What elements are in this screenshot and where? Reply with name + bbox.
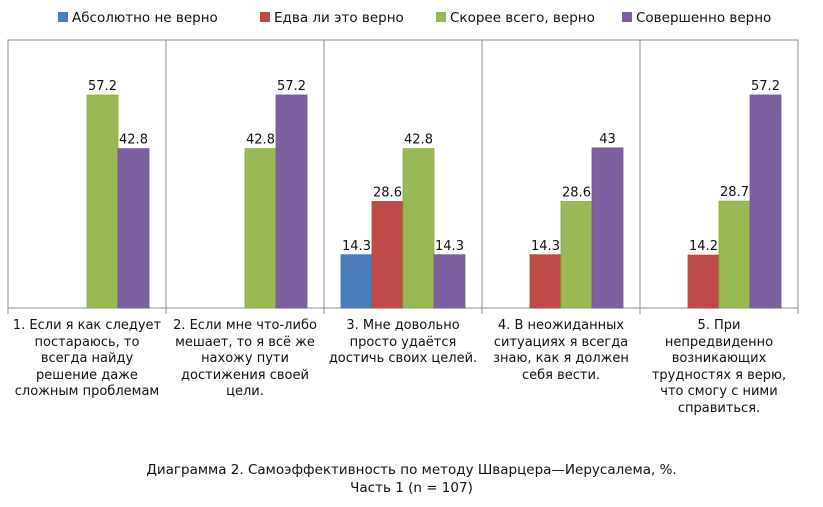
category-label-3: 3. Мне довольно просто удаётся достичь с… (328, 318, 478, 366)
chart-subtitle: Часть 1 (n = 107) (350, 480, 473, 496)
bar (560, 201, 593, 309)
legend-item: Абсолютно не верно (58, 10, 218, 26)
bar (402, 148, 435, 309)
chart-title: Диаграмма 2. Самоэффективность по методу… (146, 462, 677, 478)
bar (371, 201, 404, 309)
legend-swatch (58, 12, 68, 22)
legend-label: Скорее всего, верно (450, 10, 595, 26)
legend-item: Едва ли это верно (260, 10, 404, 26)
legend-label: Абсолютно не верно (72, 10, 218, 26)
bar-value-label: 14.3 (342, 239, 371, 254)
bar (433, 254, 466, 309)
category-label-4: 4. В неожиданных ситуациях я всегда знаю… (493, 318, 629, 383)
chart-caption: Диаграмма 2. Самоэффективность по методу… (0, 461, 823, 497)
bar-value-label: 42.8 (246, 133, 275, 148)
bar-value-label: 14.3 (435, 239, 464, 254)
bar-chart: Абсолютно не верно Едва ли это верно Скоре… (7, 10, 799, 314)
bar-value-label: 28.6 (373, 186, 402, 201)
bar-value-label: 57.2 (277, 79, 306, 94)
bar (687, 254, 720, 309)
bar-value-label: 14.3 (531, 239, 560, 254)
bar-value-label: 57.2 (751, 79, 780, 94)
bar-value-label: 42.8 (119, 133, 148, 148)
bars (86, 94, 782, 309)
legend-swatch (260, 12, 270, 22)
bar (275, 94, 308, 309)
legend-label: Едва ли это верно (274, 10, 404, 26)
bar-value-label: 14.2 (689, 239, 718, 254)
bar (718, 200, 751, 309)
category-label-2: 2. Если мне что-либо мешает, то я всё же… (173, 318, 317, 399)
category-label-1: 1. Если я как следует постараюсь, то все… (12, 318, 162, 399)
bar (117, 148, 150, 309)
bar (529, 254, 562, 309)
legend-swatch (622, 12, 632, 22)
bar (591, 147, 624, 309)
legend-swatch (436, 12, 446, 22)
bar-value-label: 28.7 (720, 185, 749, 200)
bar (749, 94, 782, 309)
bar (86, 94, 119, 309)
bar (340, 254, 373, 309)
bar-value-label: 28.6 (562, 186, 591, 201)
bar-value-label: 57.2 (88, 79, 117, 94)
category-label-5: 5. При непредвиденно возникающих труднос… (651, 318, 787, 416)
legend-label: Совершенно верно (636, 10, 771, 26)
bar (244, 148, 277, 309)
bar-value-label: 43 (599, 132, 616, 147)
legend-item: Скорее всего, верно (436, 10, 595, 26)
bar-value-label: 42.8 (404, 133, 433, 148)
value-labels: 57.2 42.8 42.8 57.2 14.3 28.6 42.8 14.3 14.3 28.6… (88, 79, 780, 254)
legend: Абсолютно не верно Едва ли это верно Скоре… (58, 10, 771, 26)
legend-item: Совершенно верно (622, 10, 771, 26)
